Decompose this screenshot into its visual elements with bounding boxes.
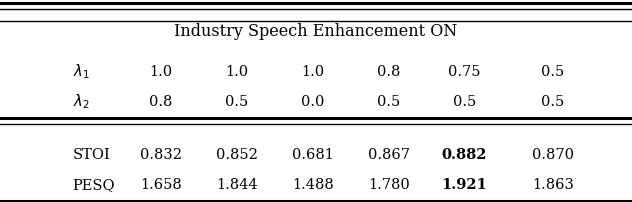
Text: STOI: STOI: [73, 147, 111, 162]
Text: 0.5: 0.5: [377, 95, 400, 109]
Text: 0.5: 0.5: [542, 95, 564, 109]
Text: 0.681: 0.681: [292, 147, 334, 162]
Text: 1.488: 1.488: [292, 178, 334, 192]
Text: 0.852: 0.852: [216, 147, 258, 162]
Text: 1.780: 1.780: [368, 178, 410, 192]
Text: 1.863: 1.863: [532, 178, 574, 192]
Text: PESQ: PESQ: [73, 178, 115, 192]
Text: $\lambda_2$: $\lambda_2$: [73, 93, 89, 111]
Text: Industry Speech Enhancement ON: Industry Speech Enhancement ON: [174, 23, 458, 40]
Text: 0.832: 0.832: [140, 147, 182, 162]
Text: 1.844: 1.844: [216, 178, 258, 192]
Text: 1.0: 1.0: [150, 65, 173, 79]
Text: 0.5: 0.5: [542, 65, 564, 79]
Text: 0.75: 0.75: [448, 65, 481, 79]
Text: $\lambda_1$: $\lambda_1$: [73, 62, 90, 81]
Text: 0.867: 0.867: [368, 147, 410, 162]
Text: 1.658: 1.658: [140, 178, 182, 192]
Text: 0.870: 0.870: [532, 147, 574, 162]
Text: 0.5: 0.5: [453, 95, 476, 109]
Text: 1.0: 1.0: [301, 65, 324, 79]
Text: 0.8: 0.8: [150, 95, 173, 109]
Text: 1.0: 1.0: [226, 65, 248, 79]
Text: 0.5: 0.5: [226, 95, 248, 109]
Text: 0.0: 0.0: [301, 95, 324, 109]
Text: 0.8: 0.8: [377, 65, 400, 79]
Text: 1.921: 1.921: [442, 178, 487, 192]
Text: 0.882: 0.882: [442, 147, 487, 162]
